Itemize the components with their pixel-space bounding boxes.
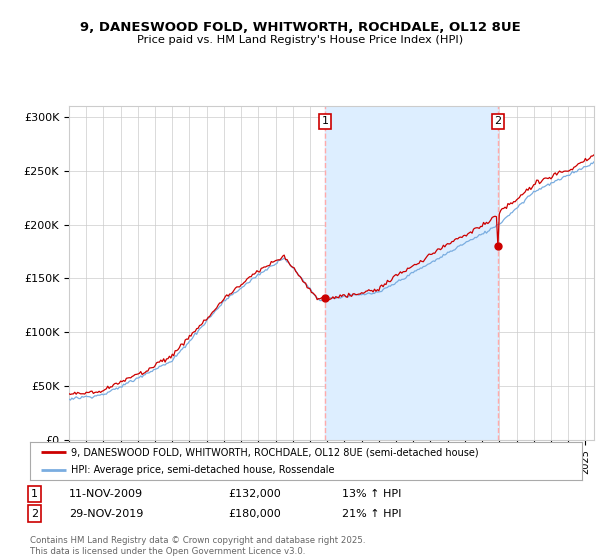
Text: 1: 1 (322, 116, 328, 127)
Text: Contains HM Land Registry data © Crown copyright and database right 2025.
This d: Contains HM Land Registry data © Crown c… (30, 536, 365, 556)
Text: HPI: Average price, semi-detached house, Rossendale: HPI: Average price, semi-detached house,… (71, 465, 335, 475)
Text: 29-NOV-2019: 29-NOV-2019 (69, 508, 143, 519)
Text: 1: 1 (31, 489, 38, 499)
Bar (325, 106, 498, 440)
Text: 9, DANESWOOD FOLD, WHITWORTH, ROCHDALE, OL12 8UE: 9, DANESWOOD FOLD, WHITWORTH, ROCHDALE, … (80, 21, 520, 34)
Text: 2: 2 (31, 508, 38, 519)
Text: £132,000: £132,000 (228, 489, 281, 499)
Text: 11-NOV-2009: 11-NOV-2009 (69, 489, 143, 499)
Text: 2: 2 (494, 116, 502, 127)
Text: 13% ↑ HPI: 13% ↑ HPI (342, 489, 401, 499)
Text: Price paid vs. HM Land Registry's House Price Index (HPI): Price paid vs. HM Land Registry's House … (137, 35, 463, 45)
Text: 21% ↑ HPI: 21% ↑ HPI (342, 508, 401, 519)
Text: 9, DANESWOOD FOLD, WHITWORTH, ROCHDALE, OL12 8UE (semi-detached house): 9, DANESWOOD FOLD, WHITWORTH, ROCHDALE, … (71, 447, 479, 457)
Text: £180,000: £180,000 (228, 508, 281, 519)
